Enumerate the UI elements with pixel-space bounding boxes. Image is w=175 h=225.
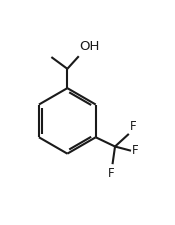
Text: OH: OH — [80, 40, 100, 53]
Text: F: F — [132, 144, 138, 157]
Text: F: F — [130, 119, 136, 133]
Text: F: F — [108, 167, 115, 180]
